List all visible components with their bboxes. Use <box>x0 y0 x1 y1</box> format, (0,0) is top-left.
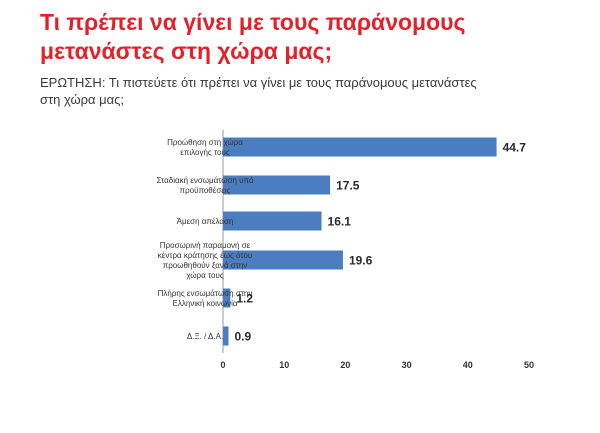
bar-value-label: 44.7 <box>503 141 527 155</box>
category-label: προϋποθέσεις <box>180 186 231 195</box>
survey-question-line-1: ΕΡΩΤΗΣΗ: Τι πιστεύετε ότι πρέπει να γίνε… <box>40 75 477 90</box>
bar-value-label: 0.9 <box>235 330 252 344</box>
category-label: Άμεση απέλαση <box>177 217 234 226</box>
chart-title-line-2: μετανάστες στη χώρα μας; <box>40 38 333 64</box>
category-label: Πλήρης ενσωμάτωση στην <box>158 289 253 298</box>
survey-question-line-2: στη χώρα μας; <box>40 92 125 107</box>
category-label: Προσωρινή παραμονή σε <box>160 241 251 250</box>
x-tick-label: 0 <box>220 360 225 370</box>
category-label: κέντρα κράτησης έως ότου <box>158 251 252 260</box>
bar <box>223 250 343 270</box>
bar <box>223 326 229 346</box>
category-label: χώρα τους <box>186 271 224 280</box>
category-label: προωθηθούν ξανά στην <box>163 261 248 270</box>
x-tick-label: 10 <box>279 360 289 370</box>
bar-value-label: 1.2 <box>236 292 253 306</box>
category-label: Σταδιακή ενσωμάτωση υπό <box>157 176 255 185</box>
category-label: επιλογής τους <box>180 148 230 157</box>
bar <box>223 211 322 231</box>
x-tick-label: 20 <box>340 360 350 370</box>
chart-title-line-1: Τι πρέπει να γίνει με τους παράνομους <box>40 9 466 35</box>
bar-value-label: 19.6 <box>349 254 373 268</box>
bar <box>223 137 497 157</box>
x-tick-label: 50 <box>524 360 534 370</box>
x-tick-label: 30 <box>402 360 412 370</box>
bar <box>223 175 331 195</box>
bar <box>223 288 231 308</box>
chart-title: Τι πρέπει να γίνει με τους παράνομους με… <box>40 8 580 66</box>
category-label: Ελληνική κοινωνία <box>172 299 237 308</box>
x-tick-label: 40 <box>463 360 473 370</box>
bar-value-label: 17.5 <box>336 179 360 193</box>
category-label: Δ.Ξ. / Δ.Α. <box>187 332 223 341</box>
bar-value-label: 16.1 <box>328 215 352 229</box>
survey-question: ΕΡΩΤΗΣΗ: Τι πιστεύετε ότι πρέπει να γίνε… <box>40 74 580 108</box>
category-label: Προώθηση στη χώρα <box>167 138 243 147</box>
